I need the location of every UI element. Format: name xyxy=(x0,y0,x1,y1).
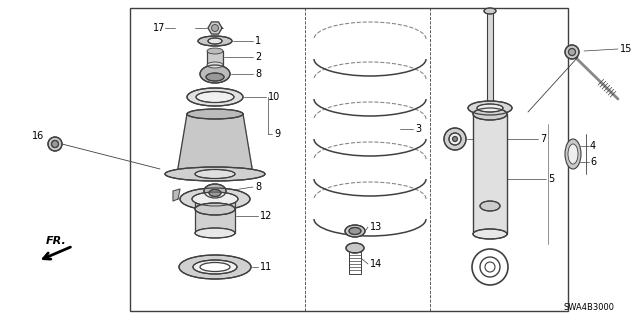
Ellipse shape xyxy=(211,25,218,32)
Ellipse shape xyxy=(187,109,243,119)
Ellipse shape xyxy=(484,8,496,14)
Bar xyxy=(487,11,493,104)
Ellipse shape xyxy=(452,137,458,142)
Bar xyxy=(207,51,223,65)
Ellipse shape xyxy=(180,188,250,210)
Text: SWA4B3000: SWA4B3000 xyxy=(563,302,614,311)
Ellipse shape xyxy=(477,104,503,112)
Text: 2: 2 xyxy=(255,52,261,62)
Ellipse shape xyxy=(195,228,235,238)
Bar xyxy=(473,114,507,234)
Text: 5: 5 xyxy=(548,174,554,184)
Ellipse shape xyxy=(473,229,507,239)
Text: 9: 9 xyxy=(274,129,280,139)
Text: 10: 10 xyxy=(268,92,280,102)
Text: 8: 8 xyxy=(255,69,261,79)
Bar xyxy=(349,252,361,274)
Ellipse shape xyxy=(196,92,234,102)
Ellipse shape xyxy=(198,36,232,46)
Ellipse shape xyxy=(187,88,243,106)
Ellipse shape xyxy=(345,225,365,237)
Text: 12: 12 xyxy=(260,211,273,221)
Ellipse shape xyxy=(207,62,223,68)
Ellipse shape xyxy=(192,192,238,206)
Text: 4: 4 xyxy=(590,141,596,151)
Ellipse shape xyxy=(565,139,581,169)
Ellipse shape xyxy=(568,48,575,56)
Text: 15: 15 xyxy=(620,44,632,54)
Ellipse shape xyxy=(208,38,222,44)
Polygon shape xyxy=(173,189,180,201)
Ellipse shape xyxy=(165,167,265,181)
Text: 6: 6 xyxy=(590,157,596,167)
Text: 14: 14 xyxy=(370,259,382,269)
Ellipse shape xyxy=(473,108,507,120)
Polygon shape xyxy=(177,114,253,174)
Text: 7: 7 xyxy=(540,134,547,144)
Text: 16: 16 xyxy=(32,131,44,141)
Ellipse shape xyxy=(346,243,364,253)
Text: 8: 8 xyxy=(255,182,261,192)
Ellipse shape xyxy=(48,137,62,151)
Ellipse shape xyxy=(209,189,221,197)
Ellipse shape xyxy=(449,133,461,145)
Ellipse shape xyxy=(444,128,466,150)
Ellipse shape xyxy=(195,169,235,179)
Ellipse shape xyxy=(468,101,512,115)
Ellipse shape xyxy=(568,144,578,164)
Ellipse shape xyxy=(193,260,237,274)
Ellipse shape xyxy=(195,203,235,215)
Text: 1: 1 xyxy=(255,36,261,46)
Ellipse shape xyxy=(480,201,500,211)
Ellipse shape xyxy=(349,227,361,234)
Text: 13: 13 xyxy=(370,222,382,232)
Ellipse shape xyxy=(200,263,230,271)
Ellipse shape xyxy=(207,48,223,54)
Text: 17: 17 xyxy=(152,23,165,33)
Ellipse shape xyxy=(204,184,226,198)
Ellipse shape xyxy=(200,65,230,83)
Text: 3: 3 xyxy=(415,124,421,134)
Text: FR.: FR. xyxy=(45,236,67,246)
Ellipse shape xyxy=(565,45,579,59)
Polygon shape xyxy=(208,22,222,34)
Ellipse shape xyxy=(51,140,58,147)
Ellipse shape xyxy=(206,73,224,81)
Bar xyxy=(195,201,235,233)
Ellipse shape xyxy=(179,255,251,279)
Bar xyxy=(130,8,568,311)
Text: 11: 11 xyxy=(260,262,272,272)
